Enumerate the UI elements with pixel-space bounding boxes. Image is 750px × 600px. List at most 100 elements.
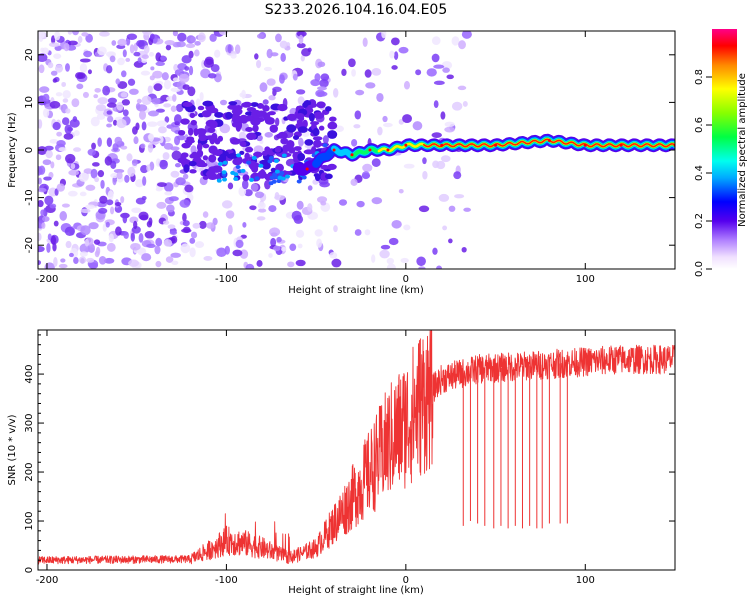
energy-blob <box>327 130 338 139</box>
noise-blob <box>190 231 198 239</box>
noise-blob <box>185 43 196 49</box>
noise-blob <box>131 207 142 214</box>
energy-blob <box>214 138 221 145</box>
energy-blob <box>188 160 197 167</box>
noise-blob <box>44 145 54 151</box>
chart-title: S233.2026.104.16.04.E05 <box>265 2 448 18</box>
noise-blob <box>386 257 394 265</box>
noise-blob <box>42 93 50 102</box>
noise-blob <box>38 200 44 208</box>
energy-blob <box>244 115 254 122</box>
noise-blob <box>268 95 276 101</box>
noise-blob <box>121 99 131 106</box>
noise-blob <box>62 98 69 103</box>
noise-blob <box>274 194 285 201</box>
noise-blob <box>149 75 155 81</box>
noise-blob <box>371 158 381 167</box>
noise-blob <box>403 224 411 231</box>
energy-blob <box>183 164 190 173</box>
energy-blob <box>242 101 252 107</box>
noise-blob <box>54 31 61 41</box>
noise-blob <box>440 111 446 120</box>
noise-blob <box>130 242 141 251</box>
noise-blob <box>106 102 117 108</box>
spectrogram-marks <box>38 31 675 269</box>
noise-blob <box>182 220 190 227</box>
noise-blob <box>296 200 304 210</box>
energy-blob <box>252 124 259 133</box>
noise-blob <box>155 260 162 268</box>
energy-blob <box>320 164 330 170</box>
noise-blob <box>70 163 76 170</box>
noise-blob <box>38 119 43 129</box>
noise-blob <box>53 257 58 267</box>
noise-blob <box>287 261 295 268</box>
noise-blob <box>98 207 108 214</box>
noise-blob <box>56 131 63 137</box>
energy-blob <box>214 112 224 118</box>
noise-blob <box>122 213 128 224</box>
energy-blob <box>246 132 257 141</box>
noise-blob <box>446 74 454 80</box>
noise-blob <box>412 121 423 131</box>
colorbar-tick-label: 0.4 <box>694 165 705 181</box>
noise-blob <box>133 220 138 230</box>
noise-blob <box>227 224 233 235</box>
noise-blob <box>42 216 50 222</box>
noise-blob <box>58 147 67 152</box>
noise-blob <box>257 208 267 213</box>
noise-blob <box>436 265 442 269</box>
noise-blob <box>177 32 187 42</box>
noise-blob <box>298 137 304 147</box>
noise-blob <box>136 39 145 47</box>
noise-blob <box>235 239 244 249</box>
noise-blob <box>356 200 365 208</box>
noise-blob <box>128 259 140 267</box>
noise-blob <box>292 73 298 81</box>
energy-blob <box>214 151 222 156</box>
noise-blob <box>242 222 247 228</box>
noise-blob <box>179 199 191 208</box>
noise-blob <box>355 89 365 96</box>
noise-blob <box>433 64 445 69</box>
noise-blob <box>63 133 74 140</box>
y-tick-label: 0 <box>24 567 35 573</box>
energy-blob <box>253 151 263 158</box>
noise-blob <box>42 108 50 118</box>
noise-blob <box>169 230 178 235</box>
noise-blob <box>254 53 259 60</box>
energy-blob <box>177 157 188 164</box>
noise-blob <box>293 214 304 224</box>
energy-blob <box>312 128 320 137</box>
noise-blob <box>422 170 428 180</box>
x-tick-label: -100 <box>215 274 238 285</box>
noise-blob <box>71 98 80 108</box>
noise-blob <box>279 74 285 84</box>
noise-blob <box>92 162 100 167</box>
energy-blob <box>280 137 289 145</box>
noise-blob <box>440 155 451 163</box>
snr-marks <box>38 330 675 565</box>
colorbar-label: Normalized spectral amplitude <box>737 73 748 227</box>
noise-blob <box>141 31 153 36</box>
energy-blob <box>259 168 266 178</box>
noise-blob <box>280 52 286 63</box>
noise-blob <box>199 91 204 102</box>
noise-blob <box>130 232 135 242</box>
noise-blob <box>148 133 155 142</box>
noise-blob <box>181 55 192 64</box>
energy-blob <box>328 116 337 122</box>
noise-blob <box>124 174 130 183</box>
energy-blob <box>216 178 222 183</box>
noise-blob <box>315 89 325 98</box>
noise-blob <box>176 134 186 141</box>
noise-blob <box>106 199 114 206</box>
noise-blob <box>67 40 78 46</box>
noise-blob <box>458 40 466 50</box>
noise-blob <box>155 187 163 192</box>
noise-blob <box>106 137 113 148</box>
energy-blob <box>288 146 296 154</box>
energy-blob <box>251 155 257 160</box>
noise-blob <box>75 72 84 80</box>
noise-blob <box>266 78 276 86</box>
